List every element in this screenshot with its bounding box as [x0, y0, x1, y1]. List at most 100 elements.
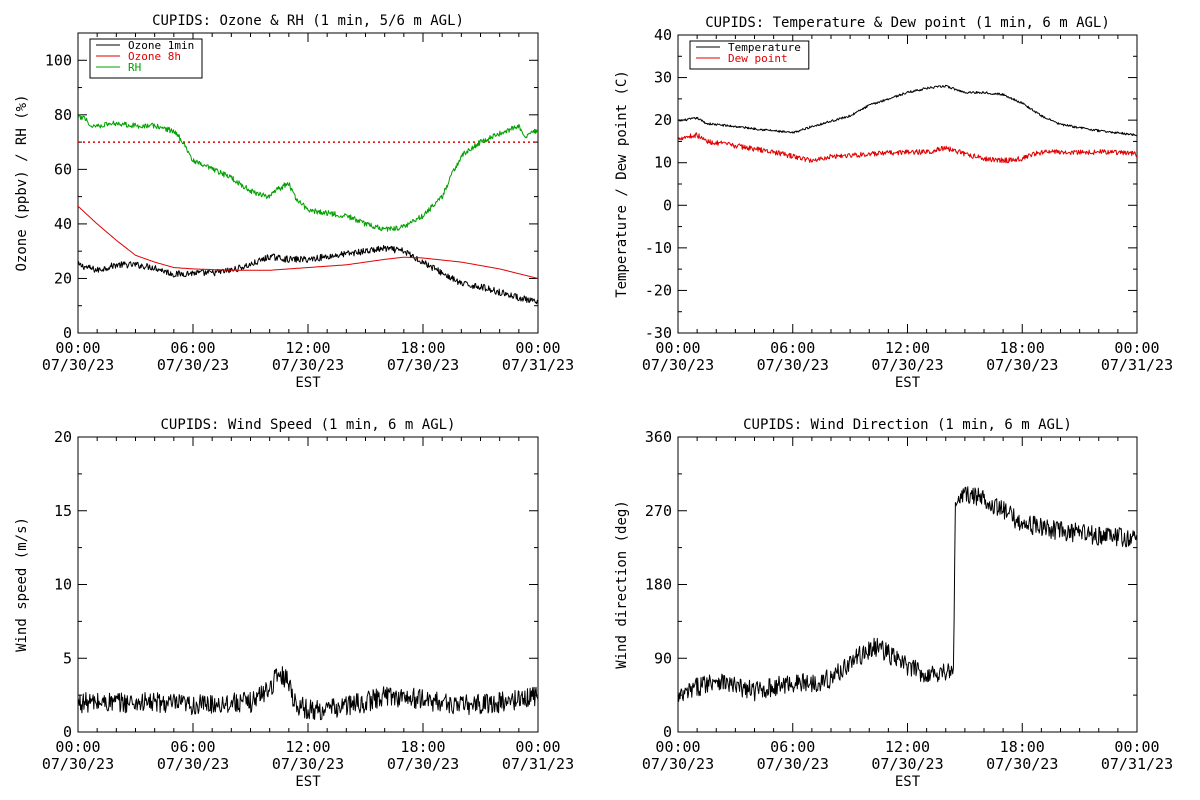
chart-panel-temp_dew: CUPIDS: Temperature & Dew point (1 min, …: [614, 15, 1173, 391]
y-tick-label: 60: [54, 160, 72, 178]
y-tick-label: 0: [63, 324, 72, 342]
series-group: [78, 114, 538, 305]
x-tick-label-time: 18:00: [1000, 738, 1045, 756]
x-tick-label-date: 07/31/23: [502, 356, 574, 374]
x-tick-label-time: 00:00: [515, 738, 560, 756]
legend-entry: Temperature: [728, 41, 801, 54]
chart-panel-wind_dir: CUPIDS: Wind Direction (1 min, 6 m AGL) 0…: [614, 417, 1173, 790]
series-group: [678, 486, 1137, 702]
y-tick-label: -30: [645, 324, 672, 342]
x-tick-label-date: 07/30/23: [42, 755, 114, 773]
series-line-wind_dir: [678, 486, 1137, 702]
x-tick-label-date: 07/30/23: [387, 755, 459, 773]
legend-entry: RH: [128, 61, 141, 74]
x-tick-label-date: 07/30/23: [642, 755, 714, 773]
y-tick-label: 20: [654, 111, 672, 129]
y-tick-label: 90: [654, 649, 672, 667]
chart-title: CUPIDS: Wind Direction (1 min, 6 m AGL): [743, 417, 1072, 433]
x-tick-label-date: 07/30/23: [272, 755, 344, 773]
series-group: [78, 666, 538, 721]
x-axis-label: EST: [895, 375, 921, 391]
chart-panel-ozone_rh: CUPIDS: Ozone & RH (1 min, 5/6 m AGL) 0 20…: [14, 13, 574, 391]
x-axis-label: EST: [295, 774, 321, 790]
x-tick-label-date: 07/30/23: [757, 755, 829, 773]
y-tick-label: 100: [45, 51, 72, 69]
y-tick-label: 80: [54, 106, 72, 124]
y-tick-label: 5: [63, 649, 72, 667]
x-tick-label-time: 18:00: [1000, 339, 1045, 357]
x-tick-label-date: 07/31/23: [502, 755, 574, 773]
x-tick-label-time: 00:00: [1114, 738, 1159, 756]
y-axis-label: Ozone (ppbv) / RH (%): [14, 94, 30, 271]
x-tick-label-date: 07/30/23: [272, 356, 344, 374]
x-tick-label-date: 07/30/23: [42, 356, 114, 374]
y-tick-label: 40: [54, 215, 72, 233]
y-axis-label: Wind speed (m/s): [14, 517, 30, 652]
chart-title: CUPIDS: Ozone & RH (1 min, 5/6 m AGL): [152, 13, 464, 29]
series-group: [678, 84, 1137, 164]
legend-box: [689, 40, 810, 70]
y-tick-label: 360: [645, 428, 672, 446]
x-tick-label-time: 00:00: [55, 738, 100, 756]
chart-title: CUPIDS: Wind Speed (1 min, 6 m AGL): [160, 417, 455, 433]
y-tick-label: 270: [645, 502, 672, 520]
y-tick-label: 10: [54, 576, 72, 594]
x-tick-label-time: 12:00: [285, 339, 330, 357]
series-line-rh: [78, 114, 538, 232]
y-tick-label: 0: [663, 723, 672, 741]
chart-panel-wind_speed: CUPIDS: Wind Speed (1 min, 6 m AGL) 0 5 10 1…: [14, 417, 574, 790]
x-tick-label-time: 06:00: [770, 738, 815, 756]
y-tick-label: 15: [54, 502, 72, 520]
x-tick-label-time: 00:00: [1114, 339, 1159, 357]
x-tick-label-date: 07/30/23: [871, 356, 943, 374]
series-line-ozone-8h: [78, 205, 538, 279]
chart-title: CUPIDS: Temperature & Dew point (1 min, …: [705, 15, 1110, 31]
plot-frame: [677, 34, 1138, 334]
y-tick-label: 30: [654, 69, 672, 87]
y-axis-label: Temperature / Dew point (C): [614, 70, 630, 298]
x-tick-label-time: 12:00: [885, 339, 930, 357]
x-tick-label-time: 00:00: [515, 339, 560, 357]
series-line-wind_speed: [78, 666, 538, 721]
x-tick-label-date: 07/31/23: [1101, 755, 1173, 773]
x-tick-label-time: 12:00: [285, 738, 330, 756]
y-tick-label: 0: [663, 196, 672, 214]
x-axis-label: EST: [895, 774, 921, 790]
plot-frame: [77, 436, 539, 733]
series-line-temperature: [678, 84, 1137, 137]
x-tick-label-date: 07/30/23: [871, 755, 943, 773]
y-tick-label: -20: [645, 281, 672, 299]
x-tick-label-time: 06:00: [770, 339, 815, 357]
x-tick-label-time: 18:00: [400, 738, 445, 756]
y-tick-label: 10: [654, 154, 672, 172]
y-tick-label: 0: [63, 723, 72, 741]
x-tick-label-time: 06:00: [170, 738, 215, 756]
x-tick-label-date: 07/30/23: [157, 356, 229, 374]
legend-entry: Ozone 1min: [128, 39, 194, 52]
series-line-ozone-1min: [78, 244, 538, 305]
x-tick-label-time: 00:00: [655, 339, 700, 357]
legend-entry: Ozone 8h: [128, 50, 181, 63]
x-tick-label-time: 18:00: [400, 339, 445, 357]
x-tick-label-time: 12:00: [885, 738, 930, 756]
y-axis-label: Wind direction (deg): [614, 500, 630, 669]
x-tick-label-date: 07/30/23: [642, 356, 714, 374]
x-tick-label-date: 07/30/23: [387, 356, 459, 374]
y-tick-label: -10: [645, 239, 672, 257]
x-tick-label-date: 07/30/23: [157, 755, 229, 773]
legend-entry: Dew point: [728, 52, 788, 65]
x-tick-label-time: 06:00: [170, 339, 215, 357]
x-tick-label-date: 07/30/23: [757, 356, 829, 374]
x-tick-label-time: 00:00: [55, 339, 100, 357]
x-tick-label-date: 07/31/23: [1101, 356, 1173, 374]
series-line-dew-point: [678, 132, 1137, 164]
x-tick-label-date: 07/30/23: [986, 356, 1058, 374]
x-tick-label-time: 00:00: [655, 738, 700, 756]
y-tick-label: 40: [654, 26, 672, 44]
y-tick-label: 20: [54, 269, 72, 287]
x-tick-label-date: 07/30/23: [986, 755, 1058, 773]
y-tick-label: 20: [54, 428, 72, 446]
